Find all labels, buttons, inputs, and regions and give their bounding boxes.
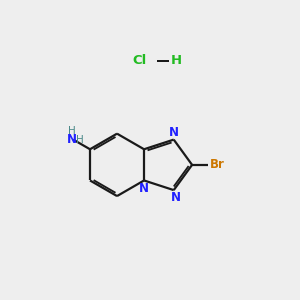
Text: N: N	[171, 191, 181, 204]
Text: N: N	[169, 126, 179, 139]
Text: N: N	[67, 133, 77, 146]
Text: H: H	[76, 135, 84, 145]
Text: H: H	[68, 126, 76, 136]
Text: Cl: Cl	[133, 54, 147, 67]
Text: H: H	[171, 54, 182, 67]
Text: N: N	[139, 182, 148, 195]
Text: Br: Br	[210, 158, 225, 171]
